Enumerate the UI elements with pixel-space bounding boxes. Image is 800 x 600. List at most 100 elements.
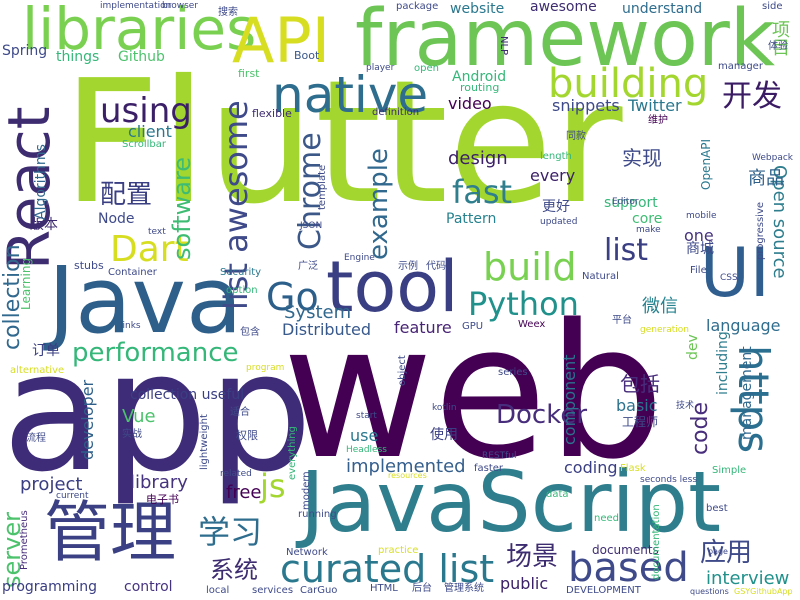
cloud-word-gpu: GPU [462, 321, 484, 332]
cloud-word-json: JSON [300, 221, 323, 231]
cloud-word-houtai: 后台 [412, 583, 432, 594]
cloud-word-links: links [120, 321, 141, 331]
cloud-word-libraries: libraries [22, 0, 257, 63]
cloud-word-text: text [148, 227, 166, 237]
cloud-word-template: template [317, 164, 328, 210]
cloud-word-developer: developer [78, 379, 97, 460]
cloud-word-nlp: NLP [498, 36, 509, 56]
cloud-word-faster: faster [474, 463, 504, 474]
cloud-word-performance: performance [72, 338, 239, 368]
cloud-word-shihe: 适合 [230, 407, 250, 418]
cloud-word-xitong: 系统 [210, 556, 258, 584]
cloud-word-container: Container [108, 267, 157, 278]
cloud-word-https: https [729, 345, 778, 454]
cloud-word-project: project [20, 474, 83, 495]
cloud-word-every: every [530, 166, 576, 185]
cloud-word-jishu: 技术 [676, 401, 695, 411]
cloud-word-basic: basic [616, 396, 658, 415]
cloud-word-dart: Dart [110, 229, 189, 270]
cloud-word-resources: resources [388, 471, 427, 480]
cloud-word-stubs: stubs [74, 259, 104, 272]
cloud-word-kotlin: kotlin [432, 403, 457, 413]
cloud-word-build: build [483, 245, 577, 289]
cloud-word-one: one [684, 226, 714, 245]
cloud-word-software: software [168, 156, 196, 260]
cloud-word-dianzishu: 电子书 [146, 493, 179, 506]
cloud-word-feature: feature [394, 318, 452, 337]
cloud-word-use: use [350, 426, 379, 445]
cloud-word-peizhi: 配置 [100, 180, 153, 210]
cloud-word-genghao: 更好 [542, 199, 570, 215]
cloud-word-related: related [220, 469, 252, 479]
cloud-word-tool: tool [326, 246, 459, 328]
cloud-word-shiyong: 使用 [430, 427, 458, 443]
cloud-word-go: Go [266, 275, 319, 319]
cloud-word-tongkuan: 同款 [566, 131, 586, 142]
cloud-word-prometheus: Prometheus [19, 510, 30, 570]
cloud-word-make: make [636, 225, 661, 235]
cloud-word-first: first [238, 67, 260, 80]
cloud-word-daima: 代码 [426, 261, 446, 272]
cloud-word-program: program [246, 363, 285, 373]
cloud-word-routing: routing [460, 81, 500, 94]
cloud-word-weihu: 维护 [648, 115, 668, 126]
cloud-word-weixin: 微信 [642, 296, 678, 317]
cloud-word-tiyan: 体验 [768, 41, 788, 52]
cloud-word-liucheng: 流程 [26, 433, 46, 444]
cloud-word-boot: Boot [294, 49, 320, 62]
cloud-word-engine: Engine [344, 253, 375, 263]
cloud-word-distributed: Distributed [282, 320, 371, 339]
cloud-word-shixian: 实现 [622, 146, 662, 170]
cloud-word-documentation: documentation [651, 504, 662, 580]
cloud-word-core: core [632, 211, 663, 227]
cloud-word-current: current [56, 491, 89, 501]
cloud-word-xiangmu: 项目 [769, 20, 790, 56]
cloud-word-dev: dev [685, 334, 701, 360]
cloud-word-baohan: 包含 [240, 327, 260, 338]
cloud-word-scrollbar: Scrollbar [122, 139, 166, 150]
cloud-word-open-source: Open source [769, 165, 790, 279]
cloud-word-html: HTML [370, 583, 398, 594]
cloud-word-package: package [396, 1, 439, 12]
cloud-word-support: support [604, 195, 658, 211]
cloud-word-pattern: Pattern [446, 211, 497, 227]
cloud-word-shizhan: 实战 [122, 429, 142, 440]
cloud-word-need: need [594, 513, 619, 524]
cloud-word-manager: manager [718, 61, 763, 72]
cloud-word-banben: 版本 [30, 217, 58, 233]
cloud-word-data: data [546, 489, 569, 500]
cloud-word-documents: documents [592, 543, 659, 557]
cloud-word-programming: programming [2, 579, 98, 595]
cloud-word-option: option [226, 285, 258, 296]
cloud-word-twitter: Twitter [628, 96, 682, 115]
cloud-word-guanli: 管理 [44, 494, 176, 571]
cloud-word-network: Network [286, 547, 328, 558]
cloud-word-spring: Spring [2, 43, 48, 59]
cloud-word-building: building [548, 61, 709, 107]
cloud-word-list-awesome: list awesome [217, 100, 255, 310]
cloud-word-object: object [397, 355, 408, 386]
cloud-word-java: Java [48, 247, 243, 354]
cloud-word-pingtai: 平台 [612, 315, 632, 326]
cloud-word-free: free [226, 482, 262, 503]
cloud-word-api: API [232, 4, 331, 77]
cloud-word-interview: interview [706, 568, 790, 589]
cloud-word-quanxian: 权限 [236, 429, 258, 442]
cloud-word-gsygithubapp: GSYGithubApp [734, 587, 793, 596]
cloud-word-based: based [568, 545, 689, 591]
cloud-word-including: including [715, 331, 731, 395]
cloud-word-file: File [690, 265, 707, 276]
cloud-word-shangcheng: 商城 [686, 241, 714, 257]
cloud-word-vue: Vue [122, 406, 156, 427]
cloud-word-side: side [762, 1, 783, 12]
cloud-word-language: language [706, 316, 781, 335]
cloud-word-component: component [560, 354, 579, 445]
cloud-word-openapi: OpenAPI [699, 138, 713, 190]
cloud-word-website: website [450, 1, 505, 17]
cloud-word-algorithms: Algorithms [33, 144, 49, 220]
cloud-word-restful: RESTful [482, 451, 517, 461]
cloud-word-framework: framework [355, 0, 776, 84]
cloud-word-browser: browser [162, 1, 199, 11]
cloud-word-sousuo: 搜索 [218, 7, 238, 18]
